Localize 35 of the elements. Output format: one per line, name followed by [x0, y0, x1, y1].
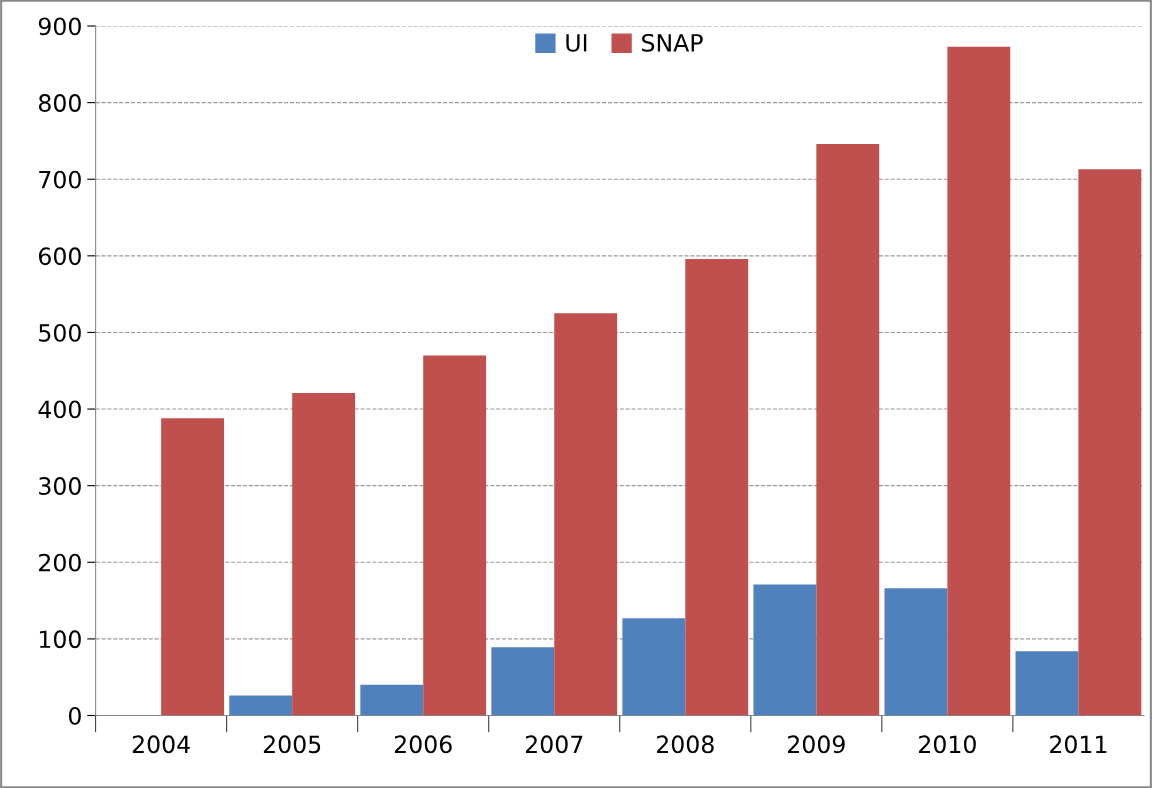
- y-tick-label: 800: [38, 94, 81, 112]
- bar: [1015, 651, 1079, 716]
- y-tick-label: 0: [68, 706, 81, 725]
- x-tick-label: 2005: [263, 735, 321, 754]
- y-tick-label: 900: [38, 17, 81, 36]
- x-tick-label: 2004: [132, 735, 190, 754]
- x-tick-label: 2011: [1050, 735, 1107, 754]
- bar: [816, 143, 880, 716]
- y-tick-label: 100: [39, 630, 81, 649]
- y-tick-label: 300: [39, 477, 81, 495]
- legend-label: UI: [566, 34, 587, 52]
- legend-label: SNAP: [642, 33, 703, 52]
- bar: [360, 684, 424, 716]
- y-tick-label: 600: [39, 247, 81, 266]
- y-tick-label: 700: [39, 170, 81, 189]
- bar: [753, 584, 817, 716]
- y-tick-label: 500: [39, 323, 81, 342]
- bar: [292, 392, 356, 716]
- y-tick-label: 200: [39, 553, 81, 572]
- x-tick-label: 2006: [394, 735, 452, 754]
- y-tick-label: 400: [38, 400, 81, 419]
- bar: [685, 258, 749, 716]
- bar: [622, 618, 686, 716]
- x-tick-label: 2008: [656, 735, 714, 754]
- bar: [229, 695, 293, 716]
- bar: [554, 313, 618, 716]
- x-tick-label: 2010: [919, 735, 976, 754]
- bar: [947, 46, 1011, 716]
- bar: [1078, 169, 1142, 716]
- bar: [423, 355, 487, 716]
- x-tick-label: 2007: [525, 735, 583, 754]
- bar: [491, 647, 555, 716]
- bar: [161, 418, 225, 716]
- x-tick-label: 2009: [788, 735, 845, 754]
- bar: [884, 588, 948, 716]
